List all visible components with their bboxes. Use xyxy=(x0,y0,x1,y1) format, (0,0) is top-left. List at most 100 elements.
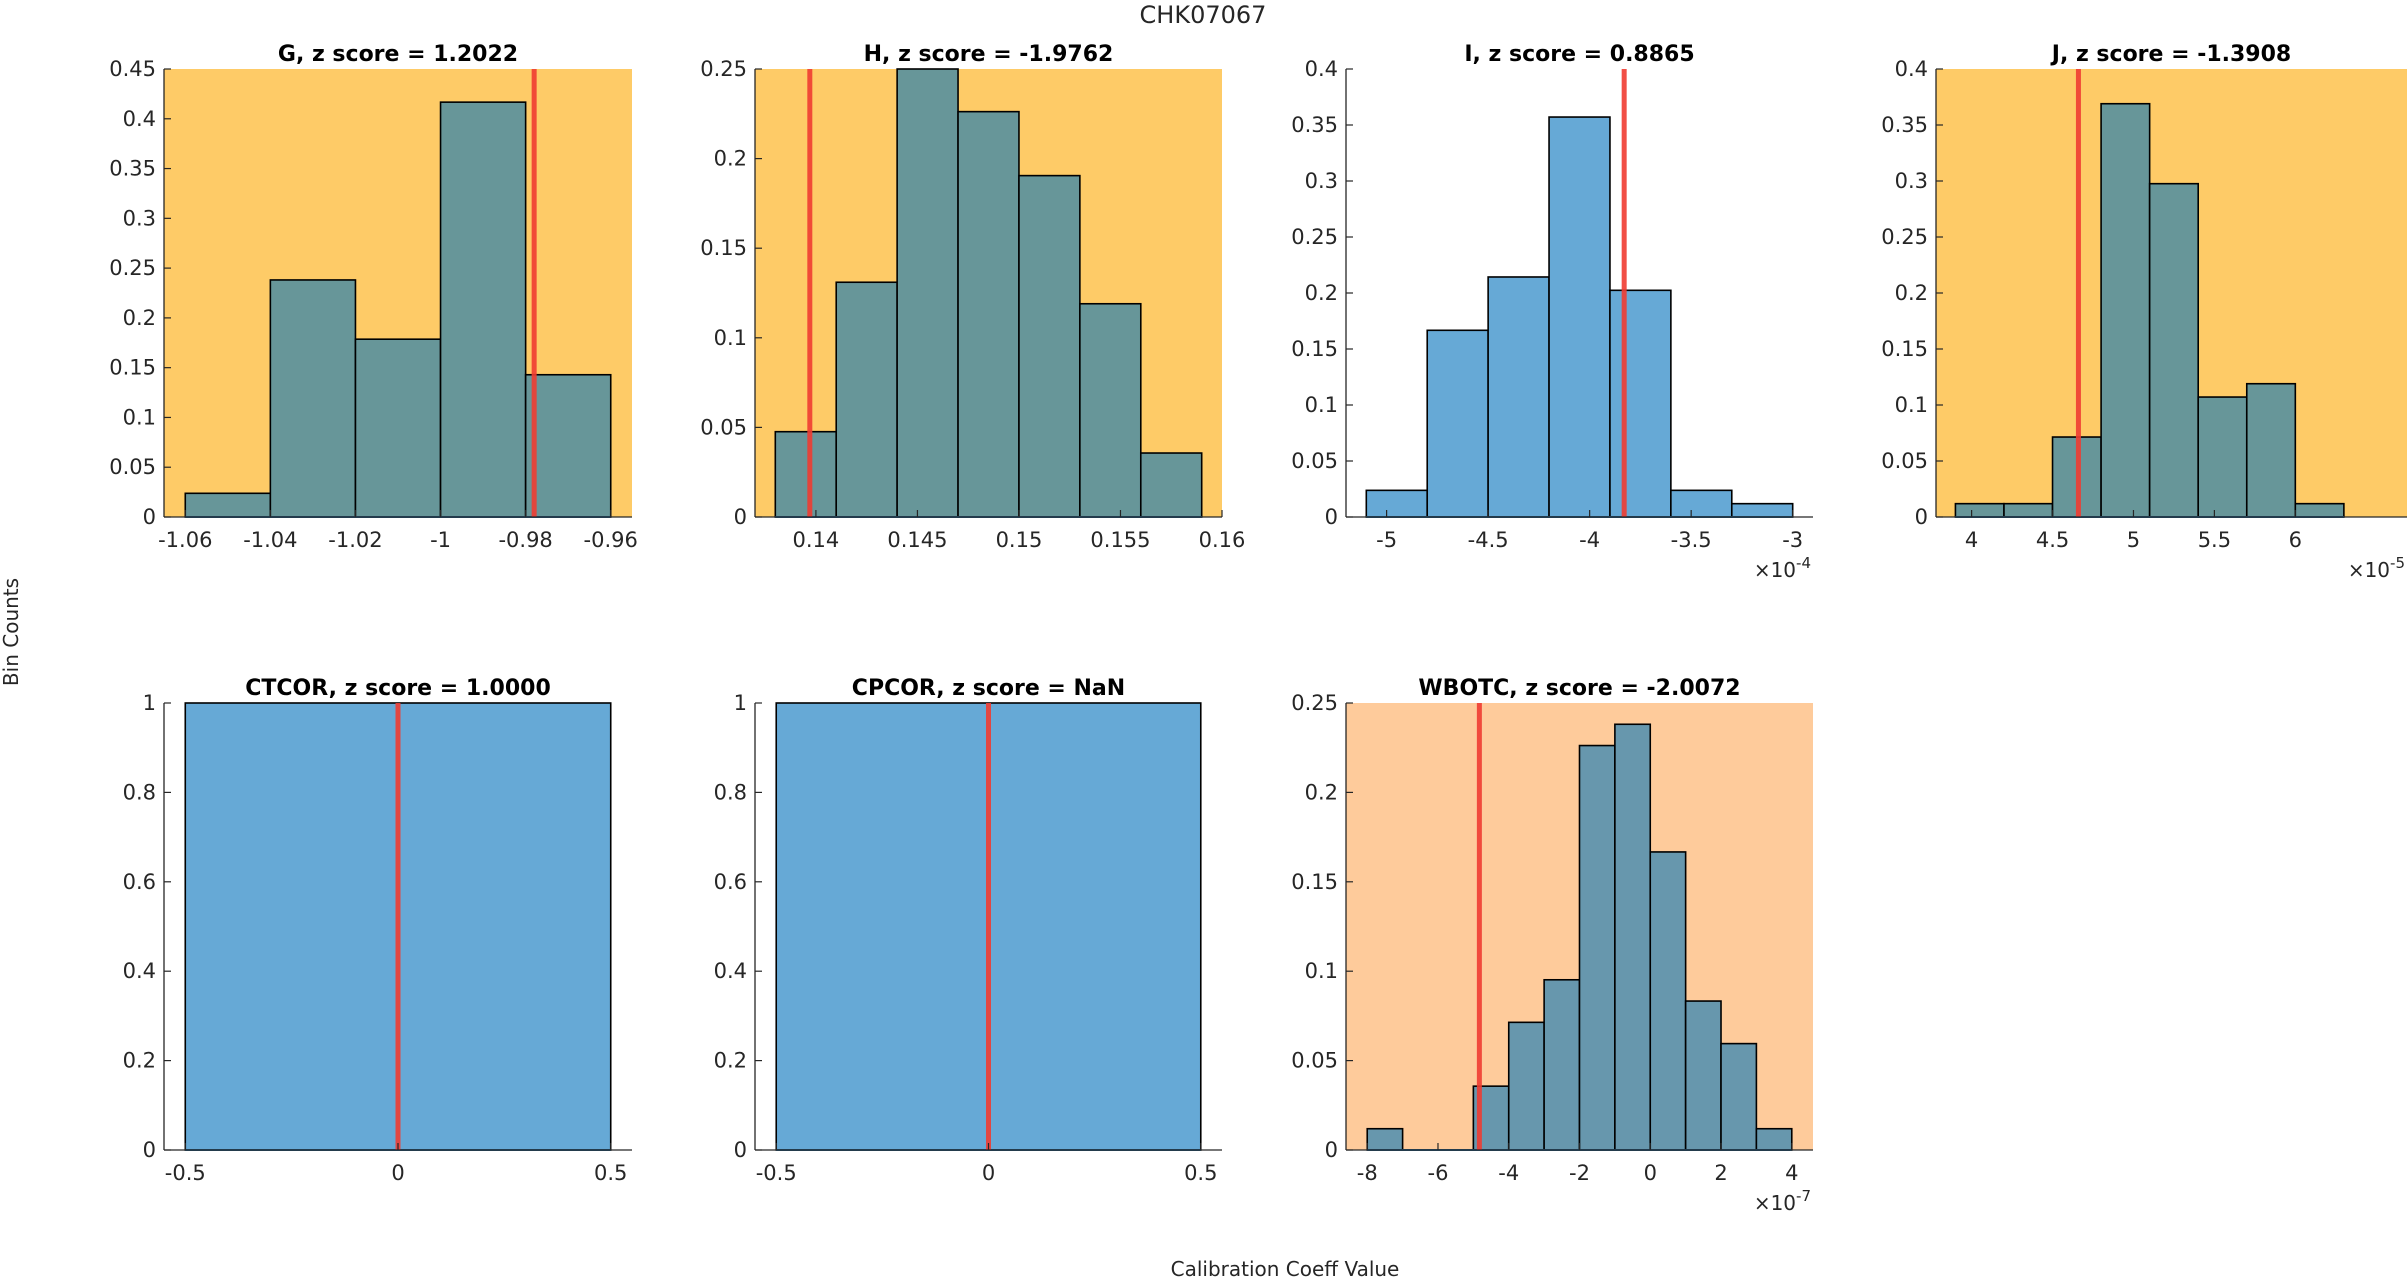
histogram-bar xyxy=(1649,851,1687,1151)
exponent-value: -5 xyxy=(2390,554,2405,572)
histogram-bar xyxy=(1720,1042,1758,1151)
x-tick-label: -0.5 xyxy=(756,1161,797,1185)
subplot-title: WBOTC, z score = -2.0072 xyxy=(1418,676,1740,701)
y-tick-label: 0.25 xyxy=(109,256,156,280)
histogram-bar xyxy=(2100,102,2151,518)
histogram-bar xyxy=(2003,502,2054,518)
y-tick-label: 0.6 xyxy=(123,870,156,894)
y-tick-label: 0.1 xyxy=(1305,959,1338,983)
y-tick-label: 0.05 xyxy=(1881,449,1928,473)
y-tick-label: 0.8 xyxy=(714,780,747,804)
y-tick-label: 0 xyxy=(1915,505,1928,529)
y-tick-label: 0.25 xyxy=(1291,691,1338,715)
y-tick-label: 0.15 xyxy=(1291,337,1338,361)
y-tick-label: 0.15 xyxy=(700,236,747,260)
y-tick-label: 0.4 xyxy=(123,959,156,983)
histogram-bar xyxy=(2197,396,2248,518)
subplot-cpcor: 0 0.2 0.4 0.6 0.8 1 -0.5 0 0.5 CPCOR, z score = N… xyxy=(714,676,1222,1185)
y-tick-label: 0.2 xyxy=(1305,780,1338,804)
y-tick-label: 0.35 xyxy=(1291,113,1338,137)
y-tick-label: 0.4 xyxy=(714,959,747,983)
histogram-bar xyxy=(1730,502,1794,518)
histogram-bar xyxy=(1366,1127,1404,1151)
subplot-g: 0 0.05 0.1 0.15 0.2 0.25 0.3 0.35 0.4 0.45 -1.06 -1… xyxy=(109,42,638,552)
x-tick-label: 6 xyxy=(2289,528,2302,552)
exponent-value: -4 xyxy=(1796,554,1811,572)
x-tick-label: 0.145 xyxy=(887,528,947,552)
x-tick-label: 0 xyxy=(1644,1161,1657,1185)
y-tick-label: 0.2 xyxy=(1305,281,1338,305)
x-tick-label: -0.98 xyxy=(498,528,552,552)
figure-title: CHK07067 xyxy=(1140,1,1267,29)
subplot-wbotc: 0 0.05 0.1 0.15 0.2 0.25 -8 -6 -4 -2 0 2 4×10-7 WBOTC… xyxy=(1291,676,1813,1215)
y-tick-label: 0 xyxy=(734,1138,747,1162)
y-tick-label: 0.4 xyxy=(1895,57,1928,81)
x-tick-label: 5.5 xyxy=(2198,528,2231,552)
y-tick-label: 0.2 xyxy=(123,1049,156,1073)
y-tick-label: 0 xyxy=(143,1138,156,1162)
y-tick-label: 0 xyxy=(734,505,747,529)
y-tick-label: 0.15 xyxy=(109,356,156,380)
subplot-title: CPCOR, z score = NaN xyxy=(852,676,1125,701)
y-tick-label: 0.1 xyxy=(123,405,156,429)
subplots: 00.050.10.150.20.250.30.350.40.45-1.06 -1… xyxy=(109,42,2407,1215)
histogram-bar xyxy=(1614,723,1652,1151)
histogram-bar xyxy=(1487,276,1550,518)
histogram-bar xyxy=(184,492,272,518)
x-tick-label: -0.96 xyxy=(584,528,638,552)
x-tick-label: -3.5 xyxy=(1671,528,1712,552)
histogram-bar xyxy=(439,101,527,518)
y-tick-label: 0.3 xyxy=(1895,169,1928,193)
y-tick-label: 0.05 xyxy=(1291,449,1338,473)
y-tick-label: 0.8 xyxy=(123,780,156,804)
subplot-title: G, z score = 1.2022 xyxy=(278,42,518,67)
subplot-title: H, z score = -1.9762 xyxy=(864,42,1114,67)
y-tick-label: 0.3 xyxy=(1305,169,1338,193)
histogram-bar xyxy=(269,279,357,518)
histogram-bar xyxy=(2294,502,2345,518)
x-tick-label: 5 xyxy=(2127,528,2140,552)
x-tick-label: -1 xyxy=(430,528,451,552)
x-tick-label: -2 xyxy=(1569,1161,1590,1185)
y-tick-label: 0.35 xyxy=(1881,113,1928,137)
x-tick-label: 0.155 xyxy=(1090,528,1150,552)
histogram-bar xyxy=(2148,182,2200,518)
histogram-bar xyxy=(1543,978,1581,1151)
histogram-bar xyxy=(1079,302,1142,518)
y-tick-label: 0 xyxy=(1325,1138,1338,1162)
histogram-bar xyxy=(1018,174,1081,518)
x-tick-label: -6 xyxy=(1428,1161,1449,1185)
x-tick-label: -4 xyxy=(1579,528,1600,552)
x-tick-label: -4.5 xyxy=(1468,528,1509,552)
y-tick-label: 0.25 xyxy=(700,57,747,81)
y-tick-label: 0.45 xyxy=(109,57,156,81)
y-tick-label: 0.3 xyxy=(123,206,156,230)
x-axis-exponent: ×10-4 xyxy=(1754,554,1811,582)
y-tick-label: 0.05 xyxy=(700,415,747,439)
x-tick-label: 4 xyxy=(1965,528,1978,552)
exponent-value: -7 xyxy=(1796,1187,1811,1205)
histogram-bar xyxy=(896,68,959,518)
y-tick-label: 0.05 xyxy=(1291,1049,1338,1073)
y-tick-label: 0.1 xyxy=(1895,393,1928,417)
x-tick-label: 2 xyxy=(1714,1161,1727,1185)
x-tick-label: 0.16 xyxy=(1199,528,1246,552)
x-axis-exponent: ×10-7 xyxy=(1754,1187,1811,1215)
y-tick-label: 0.2 xyxy=(1895,281,1928,305)
histogram-bar xyxy=(524,373,612,518)
histogram-bar xyxy=(1578,744,1616,1151)
subplot-title: CTCOR, z score = 1.0000 xyxy=(245,676,551,701)
x-tick-label: -3 xyxy=(1782,528,1803,552)
x-axis-label: Calibration Coeff Value xyxy=(1171,1257,1400,1281)
subplot-title: J, z score = -1.3908 xyxy=(2050,42,2291,67)
y-tick-label: 0.25 xyxy=(1881,225,1928,249)
y-tick-label: 0.25 xyxy=(1291,225,1338,249)
histogram-bar xyxy=(1755,1127,1793,1151)
x-tick-label: -1.06 xyxy=(158,528,212,552)
x-tick-label: -1.04 xyxy=(243,528,297,552)
x-tick-label: 0.5 xyxy=(594,1161,627,1185)
x-axis-exponent: ×10-5 xyxy=(2348,554,2405,582)
x-tick-label: 0 xyxy=(982,1161,995,1185)
histogram-bar xyxy=(957,110,1020,518)
y-tick-label: 0.15 xyxy=(1881,337,1928,361)
